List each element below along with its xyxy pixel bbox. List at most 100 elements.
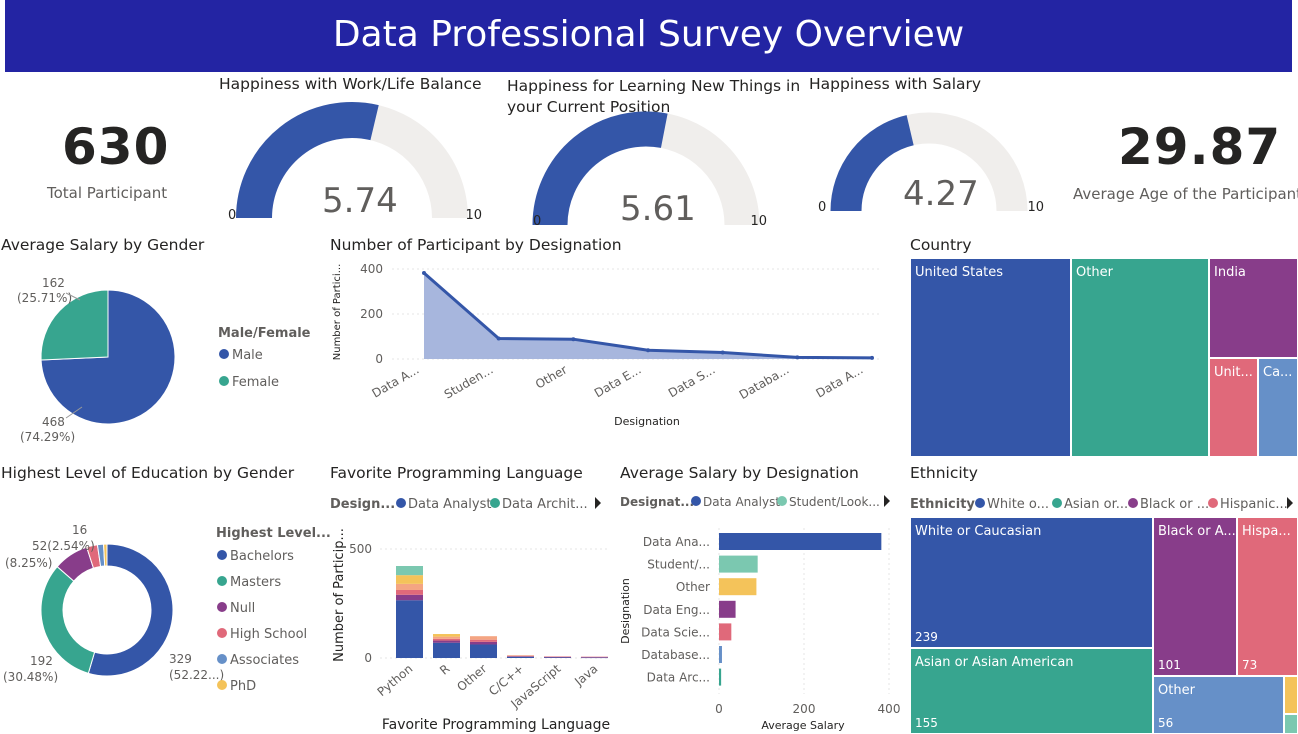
designation-xtick-0: Data A... (370, 362, 422, 400)
country-title: Country (910, 236, 972, 254)
ethnicity-cell-small-1[interactable] (1284, 676, 1298, 714)
salary-designation-ylabel: Designation (619, 578, 632, 644)
gauge-2-fill[interactable] (830, 115, 915, 212)
gender-legend-dot-0 (219, 349, 229, 359)
designation-point-5[interactable] (795, 355, 800, 360)
education-legend-label-1[interactable]: Masters (230, 575, 281, 590)
salary-designation-legend-dot-1 (777, 496, 787, 506)
language-legend-label-1[interactable]: Data Archit... (502, 497, 588, 512)
ethnicity-legend-label-3[interactable]: Hispanic... (1220, 497, 1288, 512)
salary-designation-ytick-2: Other (676, 580, 710, 594)
education-donut-slice-0[interactable] (87, 543, 174, 677)
country-treemap[interactable]: United States Other India Unit... Ca... (910, 258, 1298, 457)
salary-designation-bar-6[interactable] (719, 668, 722, 686)
gauge-learning-title-line1: Happiness for Learning New Things in (507, 77, 801, 95)
language-bar-3-seg-0[interactable] (507, 656, 534, 658)
ethnicity-cell-asian[interactable]: Asian or Asian American 155 (910, 648, 1153, 734)
language-bar-5-seg-0[interactable] (581, 657, 608, 659)
language-bar-4-seg-2[interactable] (544, 656, 571, 657)
education-donut-slice-5[interactable] (103, 543, 108, 567)
language-bar-3-seg-3[interactable] (507, 655, 534, 656)
language-bar-5-seg-2[interactable] (581, 656, 608, 658)
designation-point-6[interactable] (870, 355, 874, 360)
language-bar-0-seg-4[interactable] (396, 575, 423, 584)
ethnicity-hispanic-value: 73 (1242, 658, 1258, 672)
designation-point-4[interactable] (720, 350, 725, 355)
ethnicity-legend-next-icon[interactable] (1287, 497, 1293, 509)
language-bar-0-seg-2[interactable] (396, 589, 423, 595)
education-legend-dot-4 (217, 654, 227, 664)
country-cell-canada[interactable]: Ca... (1258, 358, 1298, 457)
education-legend-label-5[interactable]: PhD (230, 679, 256, 694)
language-bar-0-seg-0[interactable] (396, 600, 423, 658)
education-legend-label-3[interactable]: High School (230, 627, 307, 642)
ethnicity-legend-label-0[interactable]: White o... (987, 497, 1049, 512)
gender-legend-label-1[interactable]: Female (232, 375, 279, 390)
gauge-1-fill[interactable] (532, 111, 668, 226)
salary-designation-legend-label-0[interactable]: Data Analyst (703, 495, 780, 509)
designation-point-1[interactable] (496, 336, 501, 341)
ethnicity-treemap[interactable]: White or Caucasian 239 Asian or Asian Am… (910, 517, 1298, 734)
designation-point-2[interactable] (571, 337, 576, 342)
ethnicity-asian-value: 155 (915, 716, 938, 730)
salary-designation-legend-dot-0 (691, 496, 701, 506)
education-legend-dot-0 (217, 550, 227, 560)
language-bar-1-seg-2[interactable] (433, 638, 460, 641)
country-cell-us[interactable]: United States (910, 258, 1071, 457)
language-xtick-1: R (437, 662, 452, 678)
language-legend-label-0[interactable]: Data Analyst (408, 497, 491, 512)
language-bar-3-seg-1[interactable] (507, 656, 534, 657)
designation-point-0[interactable] (422, 271, 426, 276)
ethnicity-cell-black[interactable]: Black or A... 101 (1153, 517, 1237, 676)
gauge-0-fill[interactable] (236, 102, 379, 219)
salary-designation-bar-5[interactable] (719, 646, 722, 663)
country-cell-other[interactable]: Other (1071, 258, 1209, 457)
language-bar-4-seg-1[interactable] (544, 656, 571, 658)
salary-designation-legend-label-1[interactable]: Student/Look... (789, 495, 880, 509)
salary-designation-bar-0[interactable] (719, 533, 882, 550)
salary-designation-bar-4[interactable] (719, 623, 732, 641)
language-title: Favorite Programming Language (330, 464, 583, 482)
salary-designation-bar-2[interactable] (719, 578, 757, 596)
gender-pie-slice-female[interactable] (40, 289, 109, 361)
language-bar-0-seg-1[interactable] (396, 594, 423, 601)
ethnicity-cell-white[interactable]: White or Caucasian 239 (910, 517, 1153, 648)
country-cell-india[interactable]: India (1209, 258, 1298, 358)
language-bar-2-seg-0[interactable] (470, 644, 497, 658)
language-bar-0-seg-3[interactable] (396, 583, 423, 590)
country-cell-uk[interactable]: Unit... (1209, 358, 1258, 457)
language-ytick-1: 500 (349, 542, 372, 556)
ethnicity-cell-hispanic[interactable]: Hispa... 73 (1237, 517, 1298, 676)
language-bar-3-seg-2[interactable] (507, 655, 534, 657)
language-bar-1-seg-4[interactable] (433, 634, 460, 637)
language-bar-0-seg-5[interactable] (396, 566, 423, 576)
ethnicity-asian-label: Asian or Asian American (915, 655, 1074, 670)
language-bar-2-seg-1[interactable] (470, 641, 497, 645)
ethnicity-legend-label-2[interactable]: Black or ... (1140, 497, 1209, 512)
education-legend-label-4[interactable]: Associates (230, 653, 299, 668)
language-bar-2-seg-2[interactable] (470, 639, 497, 642)
language-bar-1-seg-0[interactable] (433, 642, 460, 658)
language-bar-1-seg-1[interactable] (433, 640, 460, 643)
education-legend-label-0[interactable]: Bachelors (230, 549, 294, 564)
ethnicity-legend-label-1[interactable]: Asian or... (1064, 497, 1128, 512)
designation-point-3[interactable] (646, 348, 650, 353)
language-legend-next-icon[interactable] (595, 497, 601, 509)
designation-xtick-5: Databa... (737, 362, 792, 402)
education-legend-label-2[interactable]: Null (230, 601, 255, 616)
salary-designation-bar-3[interactable] (719, 600, 736, 618)
ethnicity-cell-small-2[interactable] (1284, 714, 1298, 734)
average-age-label: Average Age of the Participant (1073, 185, 1298, 203)
gender-pie-slice-male[interactable] (40, 289, 176, 425)
language-bar-1-seg-3[interactable] (433, 636, 460, 639)
country-cell-us-label: United States (915, 265, 1004, 280)
gender-legend-label-0[interactable]: Male (232, 348, 263, 363)
salary-designation-legend-next-icon[interactable] (884, 495, 890, 507)
designation-xtick-3: Data E... (592, 362, 644, 400)
language-xtick-5: Java (571, 662, 600, 690)
language-bar-5-seg-1[interactable] (581, 657, 608, 658)
language-bar-4-seg-0[interactable] (544, 657, 571, 658)
ethnicity-cell-other[interactable]: Other 56 (1153, 676, 1284, 734)
language-bar-2-seg-3[interactable] (470, 636, 497, 640)
salary-designation-bar-1[interactable] (719, 555, 758, 573)
